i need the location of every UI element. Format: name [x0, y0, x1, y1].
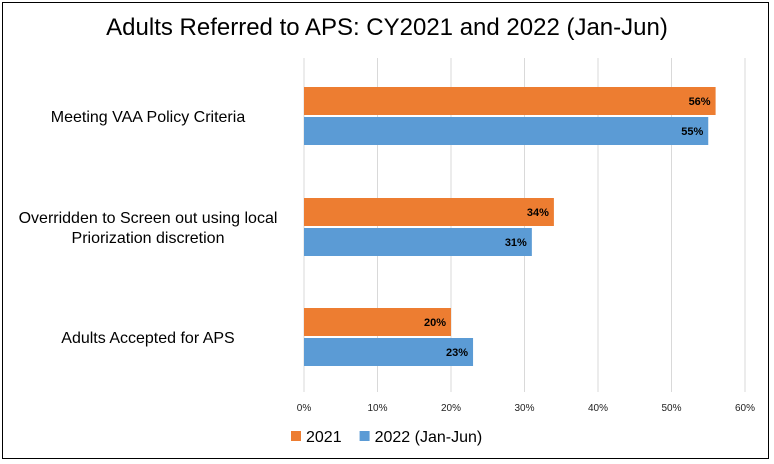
data-label: 20%: [424, 317, 446, 329]
data-label: 34%: [527, 207, 549, 219]
x-tick-label: 60%: [735, 403, 755, 414]
legend-swatch: [359, 431, 370, 441]
category-label: Adults Accepted for APS: [61, 330, 234, 347]
x-tick-label: 20%: [441, 403, 461, 414]
bar-2021: [304, 87, 716, 115]
data-label: 23%: [446, 347, 468, 359]
legend-label: 2022 (Jan-Jun): [375, 429, 483, 446]
legend-label: 2021: [306, 429, 342, 446]
chart-border: [2, 2, 769, 459]
bar-2022-jan-jun-: [304, 117, 709, 145]
data-label: 31%: [505, 237, 527, 249]
bar-2022-jan-jun-: [304, 338, 474, 366]
category-label: Overridden to Screen out using local: [19, 210, 278, 227]
x-tick-label: 30%: [514, 403, 534, 414]
chart-title: Adults Referred to APS: CY2021 and 2022 …: [106, 14, 668, 41]
x-tick-label: 50%: [661, 403, 681, 414]
legend-swatch: [291, 431, 301, 441]
bar-2021: [304, 198, 554, 226]
x-tick-label: 10%: [367, 403, 387, 414]
x-tick-label: 0%: [297, 403, 312, 414]
data-label: 55%: [681, 126, 703, 138]
bar-2021: [304, 308, 451, 336]
x-tick-label: 40%: [588, 403, 608, 414]
category-label: Meeting VAA Policy Criteria: [51, 109, 246, 126]
category-label: Priorization discretion: [72, 230, 225, 247]
data-label: 56%: [689, 96, 711, 108]
bar-2022-jan-jun-: [304, 228, 532, 256]
